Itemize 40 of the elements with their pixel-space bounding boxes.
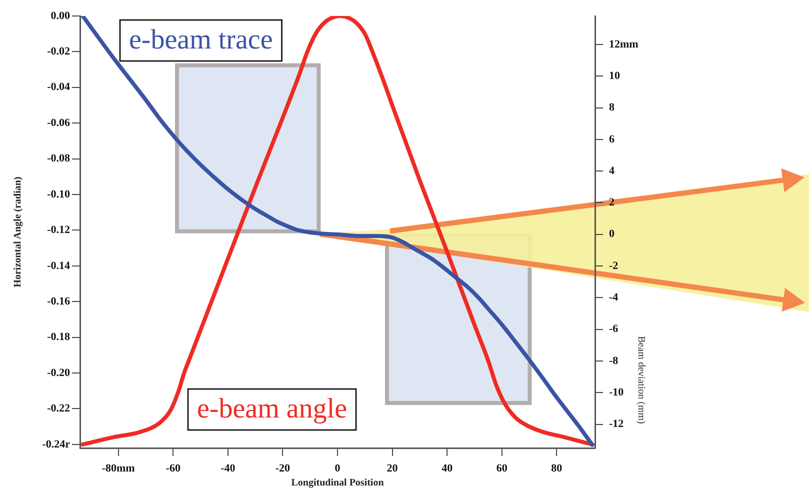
y-tick-label: -0.16 (47, 295, 70, 308)
y-tick-label: 0.00 (50, 10, 70, 22)
y-tick-label: -0.04 (47, 81, 70, 94)
y2-tick-label: 10 (609, 70, 620, 82)
x-tick-label: 60 (496, 462, 508, 474)
y-tick-label: -0.18 (47, 331, 70, 344)
y2-tick-label: -6 (609, 323, 619, 336)
x-tick-label: 40 (442, 462, 454, 474)
y2-tick-label: -4 (609, 292, 619, 304)
y2-tick-label: 6 (609, 133, 615, 146)
y-tick-label: -0.20 (47, 366, 70, 379)
y2-axis-title: Beam deviation (mm) (635, 336, 646, 424)
y2-tick-label: 8 (609, 102, 615, 114)
y2-tick-label: 2 (609, 196, 615, 209)
y2-tick-label: -2 (609, 260, 619, 272)
x-axis-title: Longitudinal Position (291, 478, 384, 489)
y2-tick-label: 12mm (609, 38, 638, 50)
y-tick-label: -0.06 (47, 116, 70, 129)
y2-tick-label: -8 (609, 354, 619, 367)
x-tick-label: -20 (275, 462, 291, 474)
y-tick-label: -0.22 (47, 402, 70, 415)
series-label: e-beam trace (129, 24, 273, 56)
y2-tick-label: -10 (609, 386, 624, 398)
x-tick-label: -60 (166, 462, 181, 474)
y2-tick-label: 4 (609, 164, 615, 177)
x-tick-label: 20 (386, 462, 398, 474)
y-tick-label: -0.14 (47, 260, 70, 272)
y-tick-label: -0.08 (47, 152, 70, 165)
y2-tick-label: 0 (609, 228, 615, 240)
y-tick-label: -0.12 (47, 224, 70, 236)
y-tick-label: -0.24r (42, 438, 70, 450)
y-tick-label: -0.02 (47, 46, 70, 58)
x-tick-label: 80 (551, 462, 563, 474)
x-tick-label: -80mm (102, 462, 135, 474)
y-tick-label: -0.10 (47, 188, 70, 200)
y-axis-title: Horizontal Angle (radian) (12, 176, 24, 288)
series-label: e-beam angle (197, 393, 348, 424)
x-tick-label: 0 (334, 462, 341, 474)
y2-tick-label: -12 (609, 418, 624, 430)
x-tick-label: -40 (220, 462, 236, 474)
